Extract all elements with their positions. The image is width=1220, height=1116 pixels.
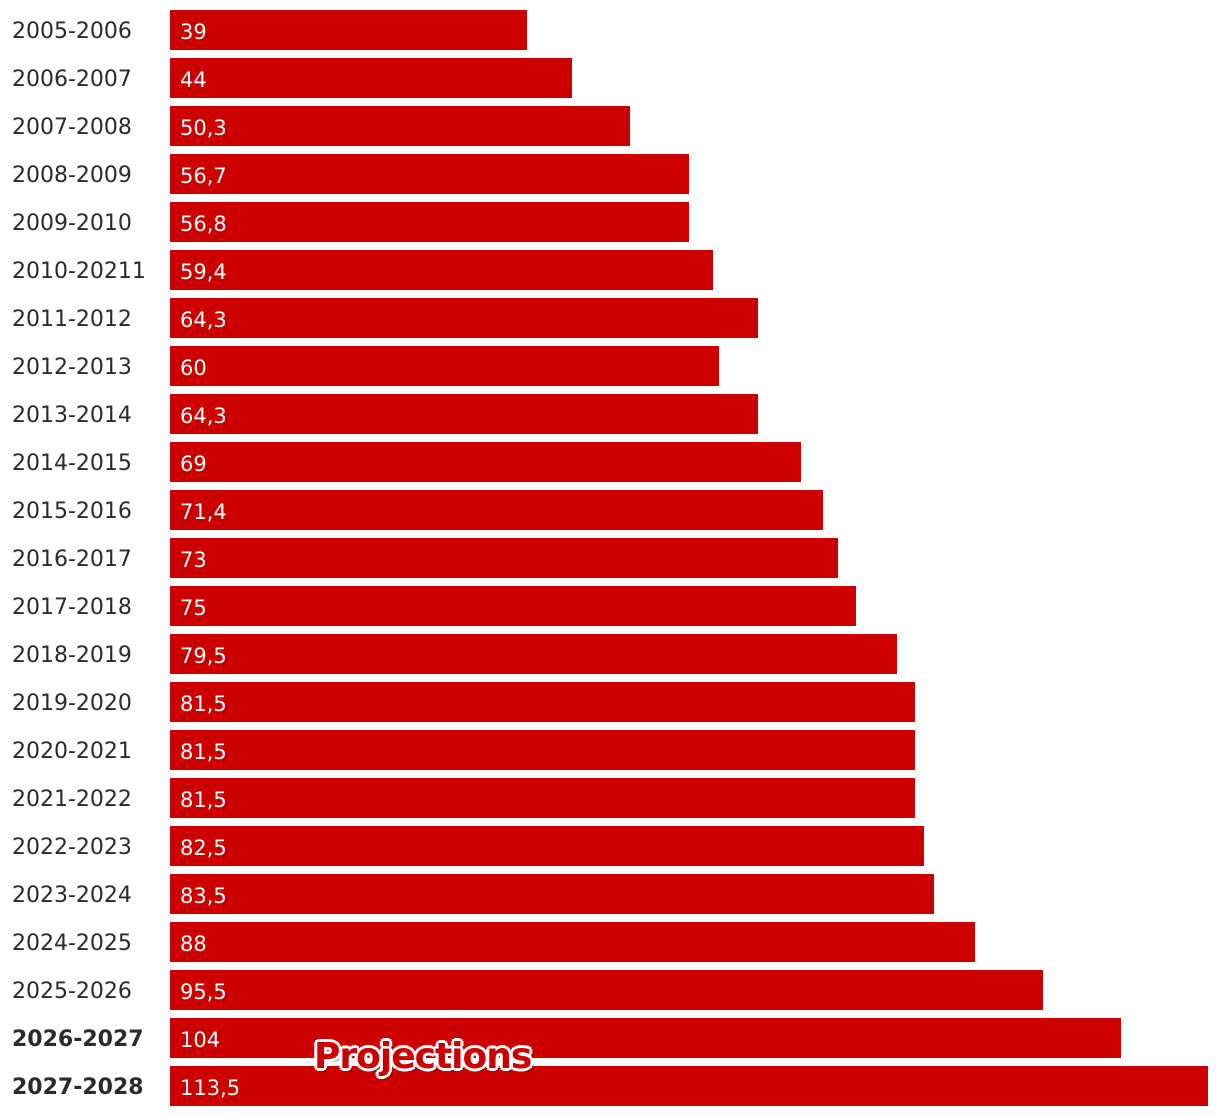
bar-value-label: 64,3 bbox=[180, 308, 227, 332]
bar: 75 bbox=[170, 586, 856, 626]
bar-value-label: 59,4 bbox=[180, 260, 227, 284]
bar-value-label: 88 bbox=[180, 932, 207, 956]
chart-row: 2019-2020 81,5 bbox=[0, 682, 1220, 722]
category-label: 2007-2008 bbox=[12, 115, 132, 140]
category-label: 2019-2020 bbox=[12, 691, 132, 716]
category-label: 2016-2017 bbox=[12, 547, 132, 572]
chart-row: 2010-20211 59,4 bbox=[0, 250, 1220, 290]
bar: 81,5 bbox=[170, 682, 915, 722]
category-label: 2018-2019 bbox=[12, 643, 132, 668]
bar-value-label: 50,3 bbox=[180, 116, 227, 140]
bar: 73 bbox=[170, 538, 838, 578]
bar: 71,4 bbox=[170, 490, 823, 530]
chart-row: 2012-2013 60 bbox=[0, 346, 1220, 386]
chart-row: 2014-2015 69 bbox=[0, 442, 1220, 482]
bar: 56,8 bbox=[170, 202, 689, 242]
chart-row: 2016-2017 73 bbox=[0, 538, 1220, 578]
chart-row: 2006-2007 44 bbox=[0, 58, 1220, 98]
bar: 83,5 bbox=[170, 874, 934, 914]
bar-value-label: 56,7 bbox=[180, 164, 227, 188]
category-label: 2015-2016 bbox=[12, 499, 132, 524]
bar: 44 bbox=[170, 58, 572, 98]
chart-row: 2020-2021 81,5 bbox=[0, 730, 1220, 770]
bar-value-label: 82,5 bbox=[180, 836, 227, 860]
bar-value-label: 56,8 bbox=[180, 212, 227, 236]
bar-value-label: 104 bbox=[180, 1028, 221, 1052]
bar-value-label: 39 bbox=[180, 20, 207, 44]
bar-value-label: 79,5 bbox=[180, 644, 227, 668]
bar-value-label: 64,3 bbox=[180, 404, 227, 428]
category-label: 2017-2018 bbox=[12, 595, 132, 620]
bar: 79,5 bbox=[170, 634, 897, 674]
category-label: 2013-2014 bbox=[12, 403, 132, 428]
bar-value-label: 81,5 bbox=[180, 788, 227, 812]
bar: 50,3 bbox=[170, 106, 630, 146]
bar-value-label: 95,5 bbox=[180, 980, 227, 1004]
bar: 64,3 bbox=[170, 394, 758, 434]
category-label: 2012-2013 bbox=[12, 355, 132, 380]
chart-row: 2007-2008 50,3 bbox=[0, 106, 1220, 146]
chart-row: 2011-2012 64,3 bbox=[0, 298, 1220, 338]
bar: 95,5 bbox=[170, 970, 1043, 1010]
category-label: 2014-2015 bbox=[12, 451, 132, 476]
chart-row: 2013-2014 64,3 bbox=[0, 394, 1220, 434]
category-label: 2021-2022 bbox=[12, 787, 132, 812]
category-label: 2008-2009 bbox=[12, 163, 132, 188]
bar-value-label: 83,5 bbox=[180, 884, 227, 908]
chart-row: 2021-2022 81,5 bbox=[0, 778, 1220, 818]
category-label: 2027-2028 bbox=[12, 1075, 144, 1100]
chart-row: 2017-2018 75 bbox=[0, 586, 1220, 626]
bar: 81,5 bbox=[170, 778, 915, 818]
bar: 64,3 bbox=[170, 298, 758, 338]
bar-value-label: 75 bbox=[180, 596, 207, 620]
chart-row: 2009-2010 56,8 bbox=[0, 202, 1220, 242]
chart-row: 2023-2024 83,5 bbox=[0, 874, 1220, 914]
bar: 104 bbox=[170, 1018, 1121, 1058]
category-label: 2006-2007 bbox=[12, 67, 132, 92]
bar-value-label: 81,5 bbox=[180, 692, 227, 716]
chart-row: 2022-2023 82,5 bbox=[0, 826, 1220, 866]
bar-value-label: 69 bbox=[180, 452, 207, 476]
category-label: 2025-2026 bbox=[12, 979, 132, 1004]
bar: 113,5 bbox=[170, 1066, 1208, 1106]
category-label: 2023-2024 bbox=[12, 883, 132, 908]
chart-row: 2018-2019 79,5 bbox=[0, 634, 1220, 674]
projections-annotation: Projections bbox=[314, 1036, 532, 1077]
chart-row: 2015-2016 71,4 bbox=[0, 490, 1220, 530]
bar: 39 bbox=[170, 10, 527, 50]
category-label: 2011-2012 bbox=[12, 307, 132, 332]
chart-row: 2008-2009 56,7 bbox=[0, 154, 1220, 194]
bar: 81,5 bbox=[170, 730, 915, 770]
chart-row: 2005-2006 39 bbox=[0, 10, 1220, 50]
chart-row: 2024-2025 88 bbox=[0, 922, 1220, 962]
category-label: 2010-20211 bbox=[12, 259, 146, 284]
chart-row: 2026-2027 104 bbox=[0, 1018, 1220, 1058]
bar-value-label: 60 bbox=[180, 356, 207, 380]
category-label: 2024-2025 bbox=[12, 931, 132, 956]
chart-row: 2027-2028 113,5 bbox=[0, 1066, 1220, 1106]
bar-value-label: 44 bbox=[180, 68, 207, 92]
category-label: 2020-2021 bbox=[12, 739, 132, 764]
category-label: 2005-2006 bbox=[12, 19, 132, 44]
bar: 59,4 bbox=[170, 250, 713, 290]
bar: 82,5 bbox=[170, 826, 924, 866]
bar: 60 bbox=[170, 346, 719, 386]
bar: 88 bbox=[170, 922, 975, 962]
bar-value-label: 81,5 bbox=[180, 740, 227, 764]
bar: 69 bbox=[170, 442, 801, 482]
category-label: 2026-2027 bbox=[12, 1027, 144, 1052]
bar-value-label: 71,4 bbox=[180, 500, 227, 524]
bar-value-label: 73 bbox=[180, 548, 207, 572]
category-label: 2009-2010 bbox=[12, 211, 132, 236]
bar-value-label: 113,5 bbox=[180, 1076, 241, 1100]
category-label: 2022-2023 bbox=[12, 835, 132, 860]
chart-row: 2025-2026 95,5 bbox=[0, 970, 1220, 1010]
bar: 56,7 bbox=[170, 154, 689, 194]
